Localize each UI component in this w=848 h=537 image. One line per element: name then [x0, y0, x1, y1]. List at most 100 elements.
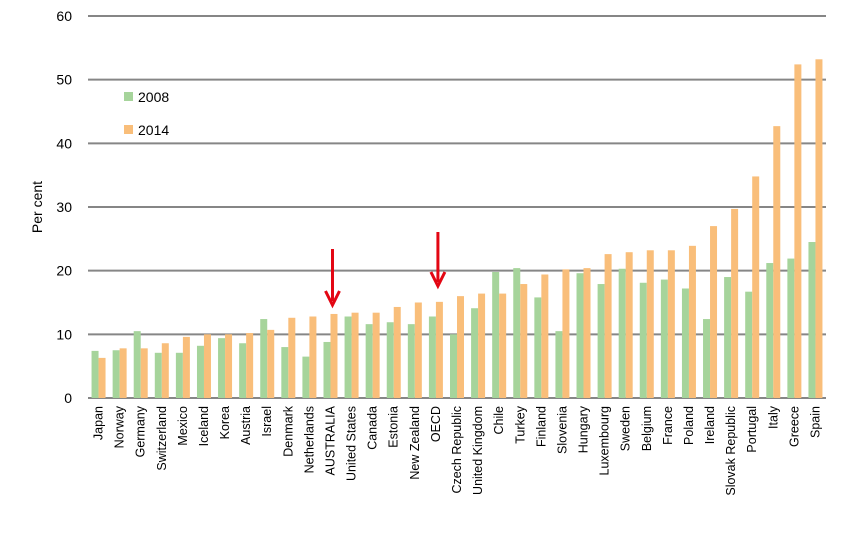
bar-2014-spain — [815, 59, 823, 398]
x-tick-label: Mexico — [176, 406, 190, 446]
bar-2008-portugal — [745, 291, 753, 398]
bar-2014-mexico — [182, 336, 190, 398]
gridlines — [88, 15, 826, 399]
bar-2008-sweden — [618, 268, 626, 398]
bar-2014-united-states — [351, 312, 359, 398]
bar-2008-turkey — [513, 268, 521, 398]
x-tick-label: United Kingdom — [471, 406, 485, 495]
x-tick-label: Estonia — [387, 406, 401, 448]
legend-label-2014: 2014 — [138, 122, 169, 138]
x-tick-label: Spain — [808, 406, 822, 438]
bar-2014-germany — [140, 348, 148, 398]
x-tick-label: AUSTRALIA — [323, 405, 337, 475]
bar-2014-portugal — [752, 176, 760, 398]
bar-2008-germany — [133, 331, 141, 398]
bar-2014-turkey — [520, 284, 528, 398]
bar-2014-new-zealand — [414, 302, 422, 398]
bar-2014-slovenia — [562, 269, 570, 398]
bar-2008-slovak-republic — [724, 277, 732, 398]
x-tick-label: Greece — [787, 406, 801, 447]
bar-2014-iceland — [203, 334, 211, 398]
x-tick-label: Turkey — [513, 405, 527, 443]
bar-2008-hungary — [576, 273, 584, 398]
bar-2008-finland — [534, 297, 542, 398]
bar-2008-spain — [808, 242, 816, 398]
x-tick-label: Austria — [239, 406, 253, 445]
x-tick-label: Denmark — [281, 405, 295, 456]
x-tick-label: Slovenia — [555, 406, 569, 454]
annotation-arrows — [324, 232, 447, 309]
bar-2014-chile — [499, 293, 507, 398]
legend-swatch-2008 — [124, 92, 133, 101]
x-tick-labels: Japan Norway Germany Switzerland Mexico Icela… — [92, 405, 823, 495]
bar-2008-austria — [239, 343, 247, 398]
x-tick-label: Norway — [113, 405, 127, 448]
bar-2008-norway — [112, 350, 120, 398]
bar-2014-netherlands — [309, 316, 317, 398]
bar-2014-united-kingdom — [478, 293, 486, 398]
bar-2014-norway — [119, 348, 127, 398]
bar-2008-united-states — [344, 316, 352, 398]
x-tick-label: Poland — [682, 406, 696, 445]
bar-2014-austria — [246, 333, 254, 398]
y-tick-label: 30 — [56, 199, 72, 215]
bar-2008-greece — [787, 258, 795, 398]
y-tick-label: 0 — [64, 390, 72, 406]
bar-2014-ireland — [710, 226, 718, 398]
x-tick-label: Italy — [766, 405, 780, 429]
bar-2014-australia — [330, 313, 338, 398]
bar-2008-chile — [492, 271, 500, 398]
x-tick-label: Iceland — [197, 406, 211, 446]
y-axis-label: Per cent — [29, 181, 45, 233]
y-tick-labels: 0 10 20 30 40 50 60 — [56, 8, 72, 406]
bar-2008-israel — [260, 319, 268, 398]
bar-2014-poland — [688, 245, 696, 398]
bar-2014-luxembourg — [604, 254, 612, 398]
legend-swatch-2014 — [124, 125, 133, 134]
y-tick-label: 10 — [56, 326, 72, 342]
bar-2014-korea — [225, 334, 233, 398]
y-tick-label: 20 — [56, 263, 72, 279]
bar-2008-japan — [91, 350, 99, 398]
bar-2008-oecd — [428, 316, 436, 398]
x-tick-label: Canada — [366, 406, 380, 450]
x-tick-label: Switzerland — [155, 406, 169, 471]
y-tick-label: 50 — [56, 72, 72, 88]
legend-label-2008: 2008 — [138, 89, 169, 105]
bar-2008-new-zealand — [407, 324, 415, 398]
bar-2014-italy — [773, 126, 781, 398]
x-tick-label: Belgium — [640, 406, 654, 451]
x-tick-label: OECD — [429, 406, 443, 442]
bar-2014-denmark — [288, 317, 296, 398]
bar-2008-switzerland — [154, 352, 162, 398]
bar-2008-czech-republic — [450, 334, 457, 398]
x-tick-label: United States — [345, 406, 359, 481]
x-tick-label: New Zealand — [408, 406, 422, 480]
x-tick-label: Hungary — [577, 405, 591, 453]
bar-2008-denmark — [281, 347, 289, 398]
bar-2008-korea — [218, 338, 226, 398]
bar-2008-france — [660, 279, 668, 398]
bar-2008-iceland — [196, 345, 204, 398]
y-tick-label: 60 — [56, 8, 72, 24]
bar-2008-australia — [323, 341, 331, 398]
bar-2008-ireland — [703, 319, 711, 398]
bars — [91, 59, 823, 399]
bar-2014-czech-republic — [457, 296, 464, 398]
x-tick-label: Finland — [534, 406, 548, 447]
bar-2014-slovak-republic — [731, 208, 739, 398]
bar-2008-poland — [681, 288, 689, 398]
bar-2008-belgium — [639, 282, 647, 398]
bar-2008-luxembourg — [597, 284, 605, 398]
x-tick-label: Netherlands — [302, 406, 316, 473]
arrow-head-icon — [324, 290, 341, 309]
bar-2014-japan — [98, 357, 106, 398]
bar-2014-hungary — [583, 268, 591, 398]
x-tick-label: Korea — [218, 406, 232, 439]
x-tick-label: Chile — [492, 406, 506, 435]
bar-2014-israel — [267, 329, 275, 398]
x-tick-label: Israel — [260, 406, 274, 437]
y-tick-label: 40 — [56, 135, 72, 151]
x-tick-label: Portugal — [745, 406, 759, 453]
